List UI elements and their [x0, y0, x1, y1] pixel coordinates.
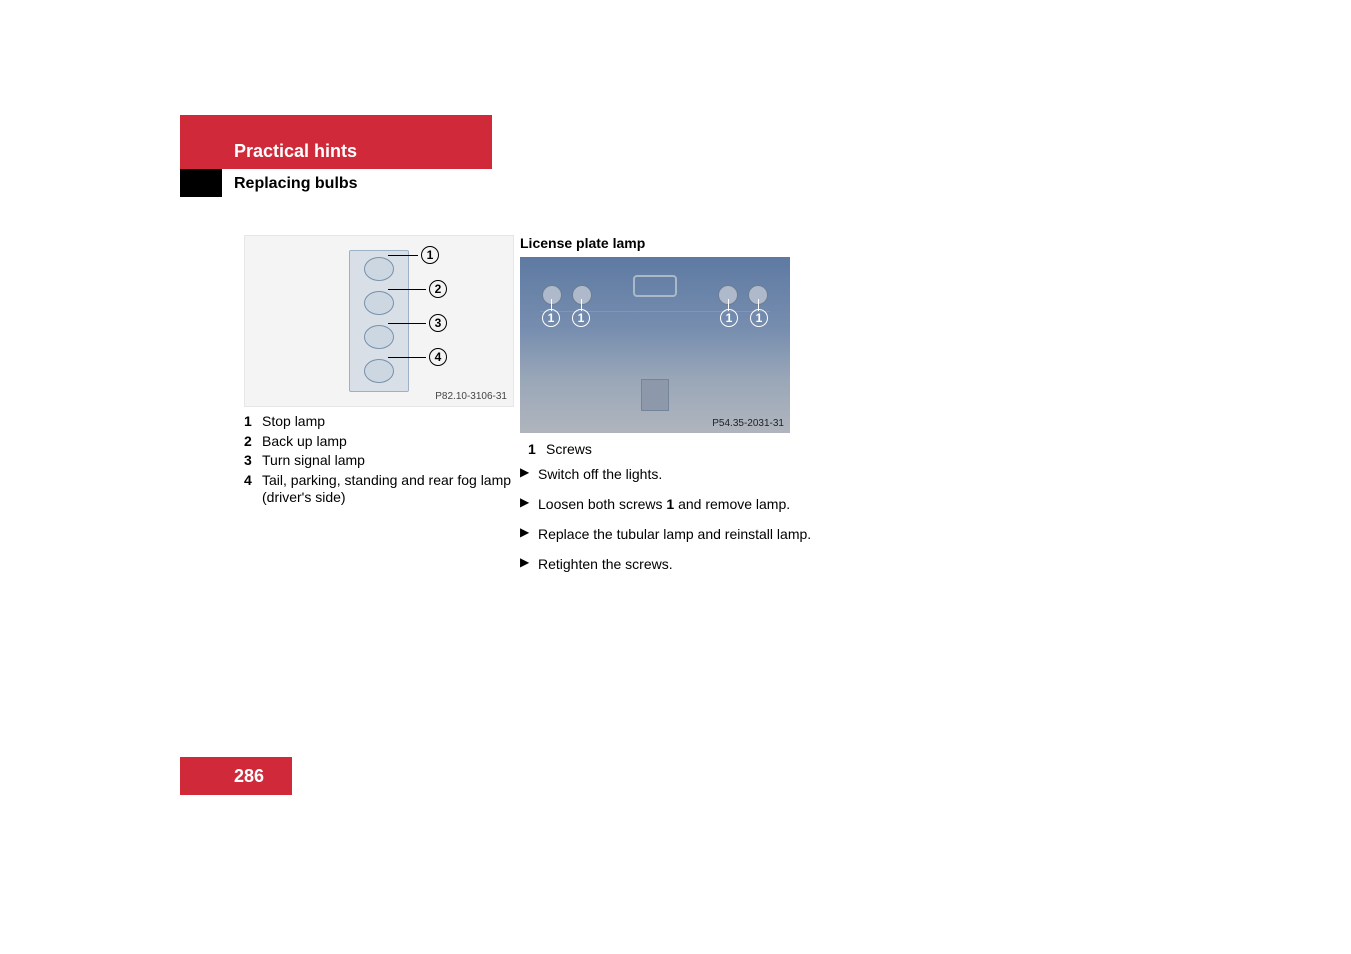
callout-4: 4: [388, 348, 447, 366]
step-arrow-icon: ▶: [520, 495, 538, 511]
legend-row: 1Screws: [528, 441, 820, 459]
callout-bubble: 1: [542, 309, 560, 327]
screw-graphic: [542, 285, 562, 305]
section-title: Practical hints: [234, 141, 357, 161]
thumb-index-marker: [180, 169, 222, 197]
tail-lamp-diagram: 1 2 3 4 P82.10-3106-31: [244, 235, 514, 407]
callout-bubble: 1: [750, 309, 768, 327]
step-arrow-icon: ▶: [520, 465, 538, 481]
step-item: ▶ Switch off the lights.: [520, 465, 820, 483]
callout-bubble: 1: [572, 309, 590, 327]
manual-page: Practical hints Replacing bulbs 1 2 3 4 …: [180, 115, 1170, 795]
callout-3: 3: [388, 314, 447, 332]
callout-bubble: 1: [720, 309, 738, 327]
step-text: Loosen both screws 1 and remove lamp.: [538, 495, 820, 513]
tail-lamp-legend: 1Stop lamp 2Back up lamp 3Turn signal la…: [244, 413, 524, 507]
step-item: ▶ Loosen both screws 1 and remove lamp.: [520, 495, 820, 513]
legend-row: 4Tail, parking, standing and rear fog la…: [244, 472, 524, 507]
license-plate-legend: 1Screws: [528, 441, 820, 459]
step-text: Switch off the lights.: [538, 465, 820, 483]
step-arrow-icon: ▶: [520, 555, 538, 571]
trunk-handle-graphic: [633, 275, 677, 297]
page-number: 286: [180, 757, 292, 795]
callout-1: 1: [388, 246, 439, 264]
figure-code: P54.35-2031-31: [712, 418, 784, 429]
step-text: Retighten the screws.: [538, 555, 820, 573]
step-item: ▶ Replace the tubular lamp and reinstall…: [520, 525, 820, 543]
legend-row: 3Turn signal lamp: [244, 452, 524, 470]
license-plate-diagram: 1 1 1 1 P54.35-2031-31: [520, 257, 790, 433]
step-text: Replace the tubular lamp and reinstall l…: [538, 525, 820, 543]
screw-graphic: [572, 285, 592, 305]
procedure-steps: ▶ Switch off the lights. ▶ Loosen both s…: [520, 465, 820, 574]
callout-2: 2: [388, 280, 447, 298]
section-tab: Practical hints: [180, 115, 492, 169]
step-arrow-icon: ▶: [520, 525, 538, 541]
column-tail-lamp: 1 2 3 4 P82.10-3106-31 1Stop lamp 2Back …: [244, 235, 524, 509]
license-plate-heading: License plate lamp: [520, 235, 820, 251]
column-license-plate: License plate lamp 1 1 1 1 P54.35-2031-3…: [520, 235, 820, 585]
legend-row: 2Back up lamp: [244, 433, 524, 451]
legend-row: 1Stop lamp: [244, 413, 524, 431]
step-item: ▶ Retighten the screws.: [520, 555, 820, 573]
subsection-title: Replacing bulbs: [234, 175, 358, 193]
figure-code: P82.10-3106-31: [435, 391, 507, 402]
trunk-latch-graphic: [641, 379, 669, 411]
